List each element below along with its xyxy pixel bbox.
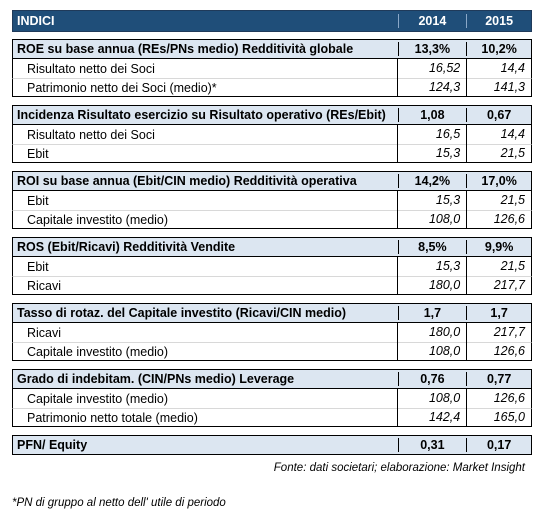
section-value-2015: 0,77: [466, 372, 531, 386]
section-value-2014: 14,2%: [397, 174, 467, 188]
section-value-2014: 0,31: [397, 438, 467, 452]
row-value-2014: 108,0: [397, 210, 466, 229]
table-row: Ebit 15,3 21,5: [12, 257, 532, 276]
section-title: Grado di indebitam. (CIN/PNs medio) Leve…: [17, 372, 295, 386]
table-row: Ricavi 180,0 217,7: [12, 323, 532, 342]
row-value-2015: 21,5: [466, 257, 531, 276]
section-row: ROE su base annua (REs/PNs medio) Reddit…: [12, 39, 532, 59]
row-value-2015: 126,6: [466, 389, 531, 408]
section-value-2015: 1,7: [466, 306, 531, 320]
section-value-2015: 10,2%: [466, 42, 531, 56]
row-value-2014: 108,0: [397, 342, 466, 361]
row-value-2014: 15,3: [397, 257, 466, 276]
row-label: Ricavi: [27, 325, 62, 340]
row-value-2015: 21,5: [466, 144, 531, 163]
table-row: Capitale investito (medio) 108,0 126,6: [12, 342, 532, 361]
row-label: Risultato netto dei Soci: [27, 61, 155, 76]
row-label: Capitale investito (medio): [27, 212, 169, 227]
row-label: Ebit: [27, 259, 49, 274]
section-title: Tasso di rotaz. del Capitale investito (…: [17, 306, 347, 320]
row-value-2015: 217,7: [466, 276, 531, 295]
section-title: ROI su base annua (Ebit/CIN medio) Reddi…: [17, 174, 357, 188]
row-value-2015: 126,6: [466, 210, 531, 229]
table-row: Capitale investito (medio) 108,0 126,6: [12, 210, 532, 229]
section-value-2014: 13,3%: [397, 42, 467, 56]
row-value-2014: 15,3: [397, 144, 466, 163]
table-row: Risultato netto dei Soci 16,52 14,4: [12, 59, 532, 78]
section-title: ROE su base annua (REs/PNs medio) Reddit…: [17, 42, 354, 56]
row-value-2015: 126,6: [466, 342, 531, 361]
section-row: Grado di indebitam. (CIN/PNs medio) Leve…: [12, 369, 532, 389]
row-value-2014: 16,52: [397, 59, 466, 78]
table-row: Ebit 15,3 21,5: [12, 144, 532, 163]
row-label: Ebit: [27, 146, 49, 161]
table-row: Ricavi 180,0 217,7: [12, 276, 532, 295]
section-value-2014: 1,7: [397, 306, 467, 320]
table-row: Patrimonio netto dei Soci (medio)* 124,3 1…: [12, 78, 532, 97]
table-row: Ebit 15,3 21,5: [12, 191, 532, 210]
row-value-2015: 165,0: [466, 408, 531, 427]
section-value-2015: 17,0%: [466, 174, 531, 188]
section-value-2014: 0,76: [397, 372, 467, 386]
source-note: Fonte: dati societari; elaborazione: Mar…: [273, 462, 525, 474]
table-header: INDICI 2014 2015: [12, 10, 532, 32]
section-title: Incidenza Risultato esercizio su Risulta…: [17, 108, 386, 122]
table-row: Patrimonio netto totale (medio) 142,4 165,…: [12, 408, 532, 427]
row-value-2015: 217,7: [466, 323, 531, 342]
section-value-2014: 8,5%: [397, 240, 467, 254]
row-label: Patrimonio netto totale (medio): [27, 410, 198, 425]
row-value-2014: 142,4: [397, 408, 466, 427]
section-title: PFN/ Equity: [17, 438, 88, 452]
table-row: Capitale investito (medio) 108,0 126,6: [12, 389, 532, 408]
section-value-2015: 0,67: [466, 108, 531, 122]
section-row: ROI su base annua (Ebit/CIN medio) Reddi…: [12, 171, 532, 191]
header-title: INDICI: [17, 14, 55, 28]
row-value-2015: 14,4: [466, 125, 531, 144]
table-row: Risultato netto dei Soci 16,5 14,4: [12, 125, 532, 144]
row-value-2014: 180,0: [397, 276, 466, 295]
row-value-2014: 15,3: [397, 191, 466, 210]
row-value-2014: 180,0: [397, 323, 466, 342]
section-row: Tasso di rotaz. del Capitale investito (…: [12, 303, 532, 323]
section-value-2015: 0,17: [466, 438, 531, 452]
section-row: ROS (Ebit/Ricavi) Redditività Vendite 8,5…: [12, 237, 532, 257]
row-label: Ebit: [27, 193, 49, 208]
row-value-2014: 108,0: [397, 389, 466, 408]
header-year-2014: 2014: [397, 14, 467, 28]
sections-container: ROE su base annua (REs/PNs medio) Reddit…: [12, 39, 532, 455]
row-value-2015: 141,3: [466, 78, 531, 97]
row-label: Ricavi: [27, 278, 62, 293]
row-label: Capitale investito (medio): [27, 344, 169, 359]
row-value-2014: 124,3: [397, 78, 466, 97]
section-value-2014: 1,08: [397, 108, 467, 122]
row-label: Risultato netto dei Soci: [27, 127, 155, 142]
section-row: PFN/ Equity 0,31 0,17: [12, 435, 532, 455]
row-value-2015: 14,4: [466, 59, 531, 78]
indici-table: INDICI 2014 2015 ROE su base annua (REs/…: [12, 10, 532, 455]
row-label: Patrimonio netto dei Soci (medio)*: [27, 80, 217, 95]
row-value-2014: 16,5: [397, 125, 466, 144]
footnote: *PN di gruppo al netto dell' utile di pe…: [12, 497, 226, 509]
row-value-2015: 21,5: [466, 191, 531, 210]
section-row: Incidenza Risultato esercizio su Risulta…: [12, 105, 532, 125]
section-title: ROS (Ebit/Ricavi) Redditività Vendite: [17, 240, 236, 254]
section-value-2015: 9,9%: [466, 240, 531, 254]
row-label: Capitale investito (medio): [27, 391, 169, 406]
header-year-2015: 2015: [466, 14, 531, 28]
